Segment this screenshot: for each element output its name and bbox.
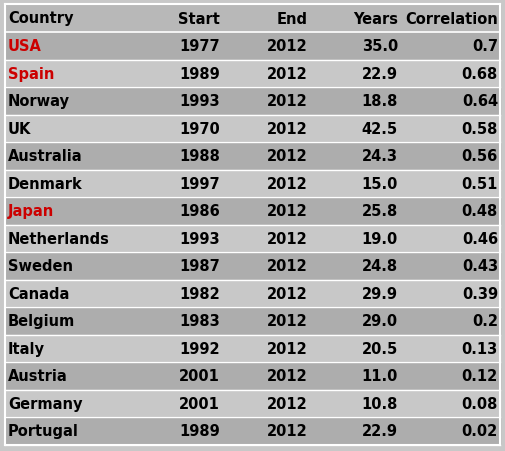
Bar bbox=[5, 280, 500, 307]
Text: 2012: 2012 bbox=[267, 286, 308, 301]
Text: 1970: 1970 bbox=[179, 121, 220, 137]
Text: 2012: 2012 bbox=[267, 176, 308, 191]
Text: 1993: 1993 bbox=[179, 231, 220, 246]
Text: Canada: Canada bbox=[8, 286, 69, 301]
Text: Start: Start bbox=[178, 11, 220, 27]
Text: Austria: Austria bbox=[8, 368, 68, 383]
Bar bbox=[5, 225, 500, 253]
Bar bbox=[5, 417, 500, 445]
Text: 19.0: 19.0 bbox=[362, 231, 398, 246]
Text: 2012: 2012 bbox=[267, 231, 308, 246]
Bar bbox=[5, 390, 500, 417]
Text: 0.08: 0.08 bbox=[462, 396, 498, 411]
Text: Correlation: Correlation bbox=[405, 11, 498, 27]
Text: 0.02: 0.02 bbox=[462, 423, 498, 438]
Text: 0.64: 0.64 bbox=[462, 94, 498, 109]
Text: 2001: 2001 bbox=[179, 396, 220, 411]
Text: 2012: 2012 bbox=[267, 121, 308, 137]
Text: Denmark: Denmark bbox=[8, 176, 83, 191]
Bar bbox=[5, 5, 500, 33]
Text: 2001: 2001 bbox=[179, 368, 220, 383]
Text: 2012: 2012 bbox=[267, 204, 308, 219]
Text: End: End bbox=[277, 11, 308, 27]
Text: 18.8: 18.8 bbox=[362, 94, 398, 109]
Text: 1992: 1992 bbox=[179, 341, 220, 356]
Text: 0.13: 0.13 bbox=[462, 341, 498, 356]
Bar bbox=[5, 170, 500, 198]
Text: Sweden: Sweden bbox=[8, 259, 73, 274]
Text: UK: UK bbox=[8, 121, 31, 137]
Text: 20.5: 20.5 bbox=[362, 341, 398, 356]
Text: 22.9: 22.9 bbox=[362, 67, 398, 82]
Text: Australia: Australia bbox=[8, 149, 83, 164]
Bar bbox=[5, 307, 500, 335]
Text: Spain: Spain bbox=[8, 67, 55, 82]
Text: 2012: 2012 bbox=[267, 67, 308, 82]
Text: 0.7: 0.7 bbox=[472, 39, 498, 54]
Text: 29.9: 29.9 bbox=[362, 286, 398, 301]
Bar bbox=[5, 60, 500, 88]
Text: 0.43: 0.43 bbox=[462, 259, 498, 274]
Text: 0.56: 0.56 bbox=[462, 149, 498, 164]
Text: 2012: 2012 bbox=[267, 368, 308, 383]
Bar bbox=[5, 362, 500, 390]
Text: Country: Country bbox=[8, 11, 74, 27]
Text: 42.5: 42.5 bbox=[362, 121, 398, 137]
Bar bbox=[5, 88, 500, 115]
Text: 0.12: 0.12 bbox=[462, 368, 498, 383]
Text: Portugal: Portugal bbox=[8, 423, 79, 438]
Text: 1993: 1993 bbox=[179, 94, 220, 109]
Text: 1987: 1987 bbox=[179, 259, 220, 274]
Text: 1983: 1983 bbox=[179, 313, 220, 328]
Text: USA: USA bbox=[8, 39, 42, 54]
Bar bbox=[5, 143, 500, 170]
Text: 0.68: 0.68 bbox=[462, 67, 498, 82]
Text: 1977: 1977 bbox=[179, 39, 220, 54]
Text: 15.0: 15.0 bbox=[362, 176, 398, 191]
Bar bbox=[5, 33, 500, 60]
Text: Norway: Norway bbox=[8, 94, 70, 109]
Text: Years: Years bbox=[353, 11, 398, 27]
Text: 0.2: 0.2 bbox=[472, 313, 498, 328]
Text: 2012: 2012 bbox=[267, 313, 308, 328]
Text: 22.9: 22.9 bbox=[362, 423, 398, 438]
Text: 1997: 1997 bbox=[179, 176, 220, 191]
Text: 2012: 2012 bbox=[267, 149, 308, 164]
Text: 2012: 2012 bbox=[267, 94, 308, 109]
Text: 2012: 2012 bbox=[267, 396, 308, 411]
Text: 24.3: 24.3 bbox=[362, 149, 398, 164]
Text: Germany: Germany bbox=[8, 396, 82, 411]
Text: 1988: 1988 bbox=[179, 149, 220, 164]
Text: 2012: 2012 bbox=[267, 341, 308, 356]
Text: 0.39: 0.39 bbox=[462, 286, 498, 301]
Text: Italy: Italy bbox=[8, 341, 45, 356]
Bar bbox=[5, 198, 500, 225]
Text: 1989: 1989 bbox=[179, 423, 220, 438]
Text: 35.0: 35.0 bbox=[362, 39, 398, 54]
Bar bbox=[5, 253, 500, 280]
Text: 11.0: 11.0 bbox=[362, 368, 398, 383]
Bar bbox=[5, 115, 500, 143]
Text: 1989: 1989 bbox=[179, 67, 220, 82]
Text: Belgium: Belgium bbox=[8, 313, 75, 328]
Text: 0.51: 0.51 bbox=[462, 176, 498, 191]
Bar bbox=[5, 335, 500, 362]
Text: 25.8: 25.8 bbox=[362, 204, 398, 219]
Text: 0.58: 0.58 bbox=[462, 121, 498, 137]
Text: Japan: Japan bbox=[8, 204, 54, 219]
Text: 2012: 2012 bbox=[267, 39, 308, 54]
Text: 0.46: 0.46 bbox=[462, 231, 498, 246]
Text: 2012: 2012 bbox=[267, 259, 308, 274]
Text: 24.8: 24.8 bbox=[362, 259, 398, 274]
Text: Netherlands: Netherlands bbox=[8, 231, 110, 246]
Text: 0.48: 0.48 bbox=[462, 204, 498, 219]
Text: 10.8: 10.8 bbox=[362, 396, 398, 411]
Text: 1982: 1982 bbox=[179, 286, 220, 301]
Text: 29.0: 29.0 bbox=[362, 313, 398, 328]
Text: 1986: 1986 bbox=[179, 204, 220, 219]
Text: 2012: 2012 bbox=[267, 423, 308, 438]
